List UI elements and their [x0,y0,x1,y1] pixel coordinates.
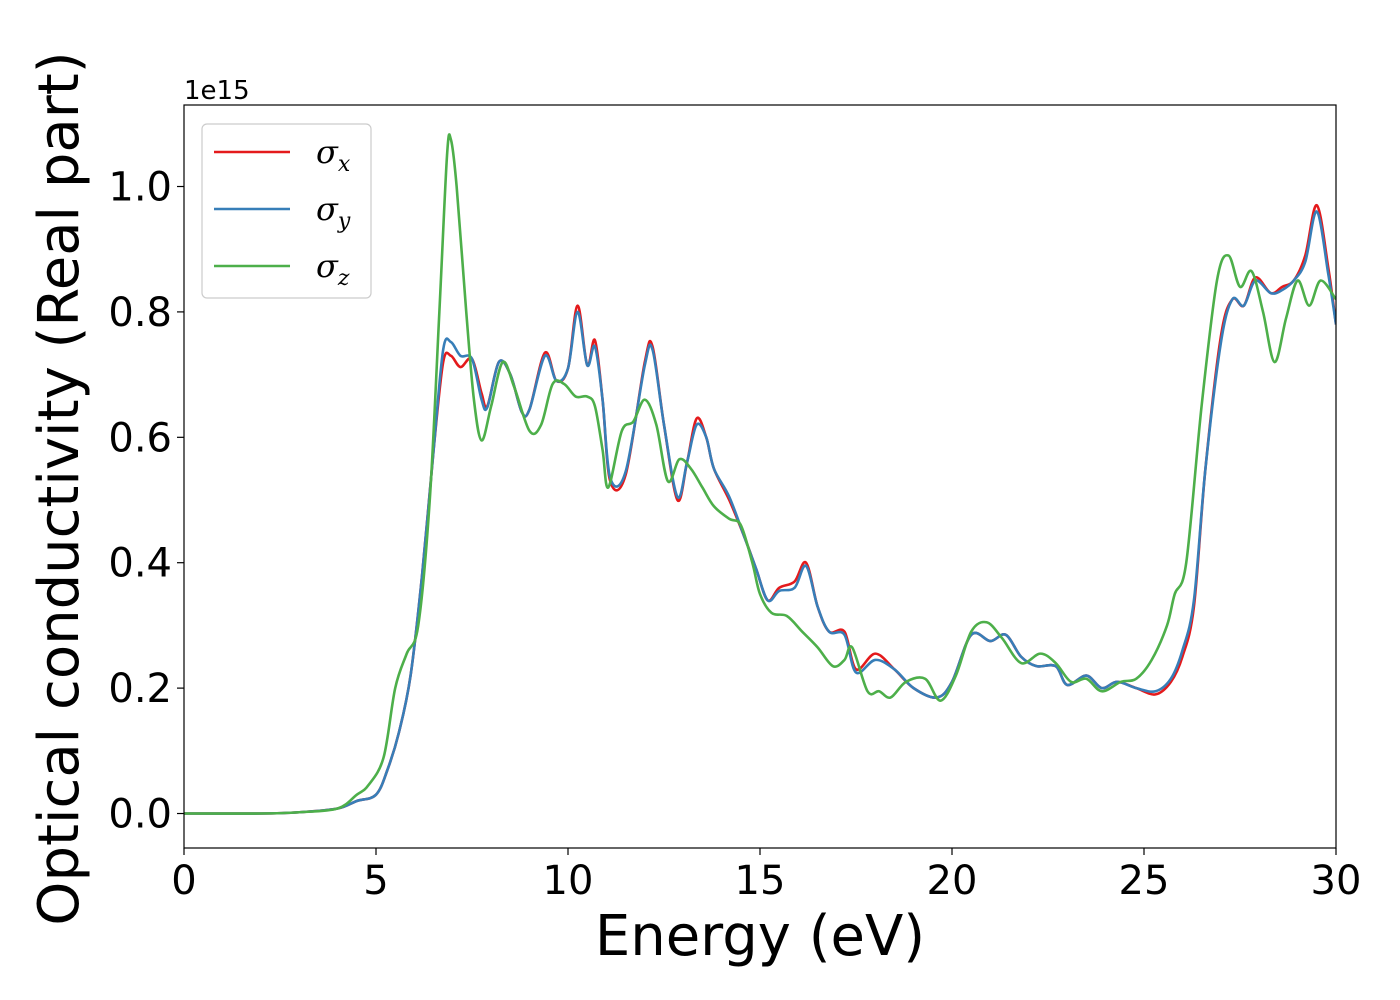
y-tick-label: 0.6 [108,415,172,461]
legend-box [201,123,372,299]
series-layer [184,133,1336,815]
x-tick-label: 30 [1311,858,1362,904]
series-line-sigma-z [184,133,1336,815]
y-axis-title: Optical conductivity (Real part) [27,51,92,925]
x-axis-title: Energy (eV) [595,904,925,969]
x-tick-label: 15 [735,858,786,904]
y-axis-offset-text: 1e15 [184,76,250,106]
y-tick-label: 0.4 [108,541,172,587]
x-tick-label: 20 [927,858,978,904]
x-tick-label: 10 [543,858,594,904]
x-tick-label: 25 [1119,858,1170,904]
x-tick-label: 0 [171,858,196,904]
y-tick-label: 0.8 [108,290,172,336]
y-tick-label: 1.0 [108,165,172,211]
x-axis-ticks: 0 5 10 15 20 25 30 [171,848,1361,904]
y-tick-label: 0.0 [108,792,172,838]
y-axis-ticks: 0.0 0.2 0.4 0.6 0.8 1.0 [108,165,184,838]
x-tick-label: 5 [363,858,388,904]
y-tick-label: 0.2 [108,666,172,712]
